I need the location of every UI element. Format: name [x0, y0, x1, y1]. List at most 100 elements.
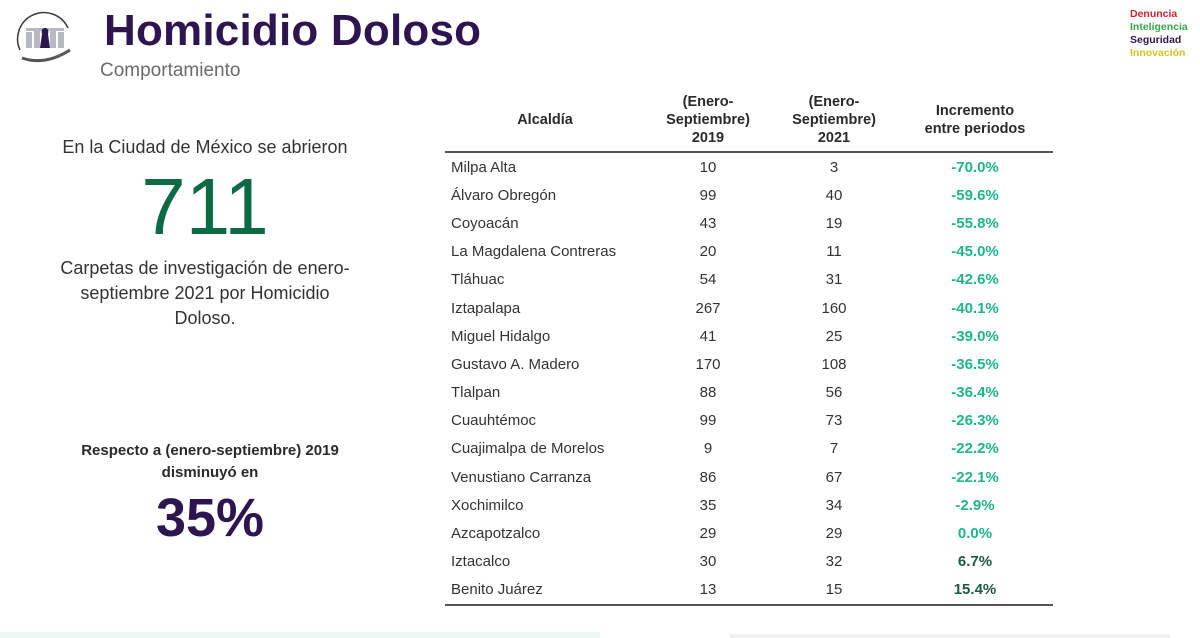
table-row: Coyoacán 43 19 -55.8%: [445, 209, 1053, 237]
value-2021-cell: 40: [825, 186, 843, 204]
bottom-decoration: [0, 632, 600, 638]
comparison-panel: Respecto a (enero-septiembre) 2019 dismi…: [80, 440, 340, 550]
increment-cell: -39.0%: [951, 327, 999, 345]
table-row: Tlalpan 88 56 -36.4%: [445, 379, 1053, 407]
summary-caption: Carpetas de investigación de enero-septi…: [60, 258, 350, 328]
value-2021-cell: 11: [826, 243, 842, 261]
value-2021-cell: 3: [829, 158, 839, 176]
value-2019-cell: 86: [699, 468, 717, 486]
table-row: Xochimilco 35 34 -2.9%: [445, 491, 1053, 519]
header-2021: (Enero- Septiembre) 2021: [771, 93, 897, 153]
value-2019-cell: 30: [699, 553, 717, 571]
value-2019-cell: 29: [699, 525, 717, 543]
logo-line-innovacion: Innovación: [1130, 47, 1186, 59]
value-2021-cell: 32: [825, 553, 843, 571]
table-row: Benito Juárez 13 15 15.4%: [445, 575, 1053, 607]
alcaldia-cell: Azcapotzalco: [451, 525, 541, 543]
alcaldia-cell: Xochimilco: [451, 496, 524, 514]
increment-cell: -42.6%: [951, 271, 999, 289]
bottom-decoration: [730, 634, 1170, 638]
increment-cell: -22.2%: [951, 440, 999, 458]
value-2019-cell: 13: [645, 575, 771, 607]
header-alcaldia: Alcaldía: [445, 93, 645, 153]
value-2021-cell: 25: [825, 327, 843, 345]
total-cases: 711: [141, 162, 269, 251]
alcaldia-cell: Tlalpan: [451, 384, 501, 402]
alcaldia-cell: Iztacalco: [451, 553, 511, 571]
table-row: Azcapotzalco 29 29 0.0%: [445, 519, 1053, 547]
increment-cell: 6.7%: [957, 553, 993, 571]
alcaldia-cell: Venustiano Carranza: [451, 468, 592, 486]
increment-cell: -70.0%: [951, 158, 999, 176]
increment-cell: -2.9%: [955, 496, 995, 514]
value-2019-cell: 10: [699, 158, 717, 176]
value-2021-cell: 29: [825, 525, 843, 543]
summary-intro: En la Ciudad de México se abrieron: [62, 137, 348, 157]
alcaldia-cell: Tláhuac: [451, 271, 505, 289]
increment-cell: -59.6%: [951, 186, 999, 204]
table-row: Tláhuac 54 31 -42.6%: [445, 266, 1053, 294]
alcaldia-cell: La Magdalena Contreras: [451, 243, 617, 261]
value-2021-cell: 34: [825, 496, 843, 514]
header-increment: Incremento entre periodos: [897, 93, 1053, 153]
logo-line-seguridad: Seguridad: [1130, 34, 1182, 46]
page-subtitle: Comportamiento: [100, 60, 241, 81]
cdmx-logo: [12, 10, 78, 72]
increment-cell: 15.4%: [897, 575, 1053, 607]
alcaldia-cell: Coyoacán: [451, 214, 519, 232]
alcaldia-cell: Milpa Alta: [451, 158, 517, 176]
increment-cell: -55.8%: [951, 214, 999, 232]
table-row: Iztacalco 30 32 6.7%: [445, 548, 1053, 576]
value-2021-cell: 19: [825, 214, 843, 232]
value-2019-cell: 9: [703, 440, 713, 458]
increment-cell: -36.5%: [951, 355, 999, 373]
table-header-row: Alcaldía (Enero- Septiembre) 2019 (Enero- S…: [445, 93, 1053, 153]
value-2019-cell: 267: [695, 299, 721, 317]
table-row: Cuauhtémoc 99 73 -26.3%: [445, 407, 1053, 435]
increment-cell: -26.3%: [951, 412, 999, 430]
value-2019-cell: 170: [695, 355, 721, 373]
alcaldia-cell: Miguel Hidalgo: [451, 327, 551, 345]
summary-panel: En la Ciudad de México se abrieron 711 C…: [60, 135, 350, 331]
header-2019: (Enero- Septiembre) 2019: [645, 93, 771, 153]
table-row: Cuajimalpa de Morelos 9 7 -22.2%: [445, 435, 1053, 463]
alcaldias-table: Alcaldía (Enero- Septiembre) 2019 (Enero- S…: [445, 93, 1053, 607]
table-row: Venustiano Carranza 86 67 -22.1%: [445, 463, 1053, 491]
value-2019-cell: 54: [699, 271, 717, 289]
page-title: Homicidio Doloso: [104, 6, 482, 55]
table-row: Miguel Hidalgo 41 25 -39.0%: [445, 322, 1053, 350]
value-2021-cell: 15: [771, 575, 897, 607]
increment-cell: -22.1%: [951, 468, 999, 486]
dsi-logo: Denuncia Inteligencia Seguridad Innovaci…: [1130, 8, 1188, 60]
alcaldia-cell: Benito Juárez: [445, 575, 645, 607]
logo-line-inteligencia: Inteligencia: [1130, 21, 1188, 33]
value-2021-cell: 56: [825, 384, 843, 402]
value-2021-cell: 73: [825, 412, 843, 430]
value-2019-cell: 43: [699, 214, 717, 232]
value-2021-cell: 160: [821, 299, 847, 317]
value-2021-cell: 108: [821, 355, 847, 373]
value-2019-cell: 88: [699, 384, 717, 402]
value-2019-cell: 35: [699, 496, 717, 514]
value-2021-cell: 67: [825, 468, 843, 486]
alcaldia-cell: Cuauhtémoc: [451, 412, 537, 430]
value-2019-cell: 99: [699, 412, 717, 430]
increment-cell: -40.1%: [951, 299, 999, 317]
alcaldia-cell: Iztapalapa: [451, 299, 521, 317]
decrease-percent: 35%: [155, 488, 265, 548]
value-2019-cell: 41: [699, 327, 717, 345]
alcaldia-cell: Cuajimalpa de Morelos: [451, 440, 605, 458]
city-seal-icon: [16, 11, 71, 63]
increment-cell: -36.4%: [951, 384, 999, 402]
table-row: La Magdalena Contreras 20 11 -45.0%: [445, 238, 1053, 266]
table-row: Iztapalapa 267 160 -40.1%: [445, 294, 1053, 322]
logo-line-denuncia: Denuncia: [1130, 8, 1178, 20]
increment-cell: 0.0%: [957, 525, 993, 543]
value-2019-cell: 20: [699, 243, 717, 261]
value-2019-cell: 99: [699, 186, 717, 204]
table-row: Milpa Alta 10 3 -70.0%: [445, 152, 1053, 181]
value-2021-cell: 31: [825, 271, 843, 289]
alcaldia-cell: Gustavo A. Madero: [451, 355, 580, 373]
value-2021-cell: 7: [829, 440, 839, 458]
table-row: Gustavo A. Madero 170 108 -36.5%: [445, 350, 1053, 378]
